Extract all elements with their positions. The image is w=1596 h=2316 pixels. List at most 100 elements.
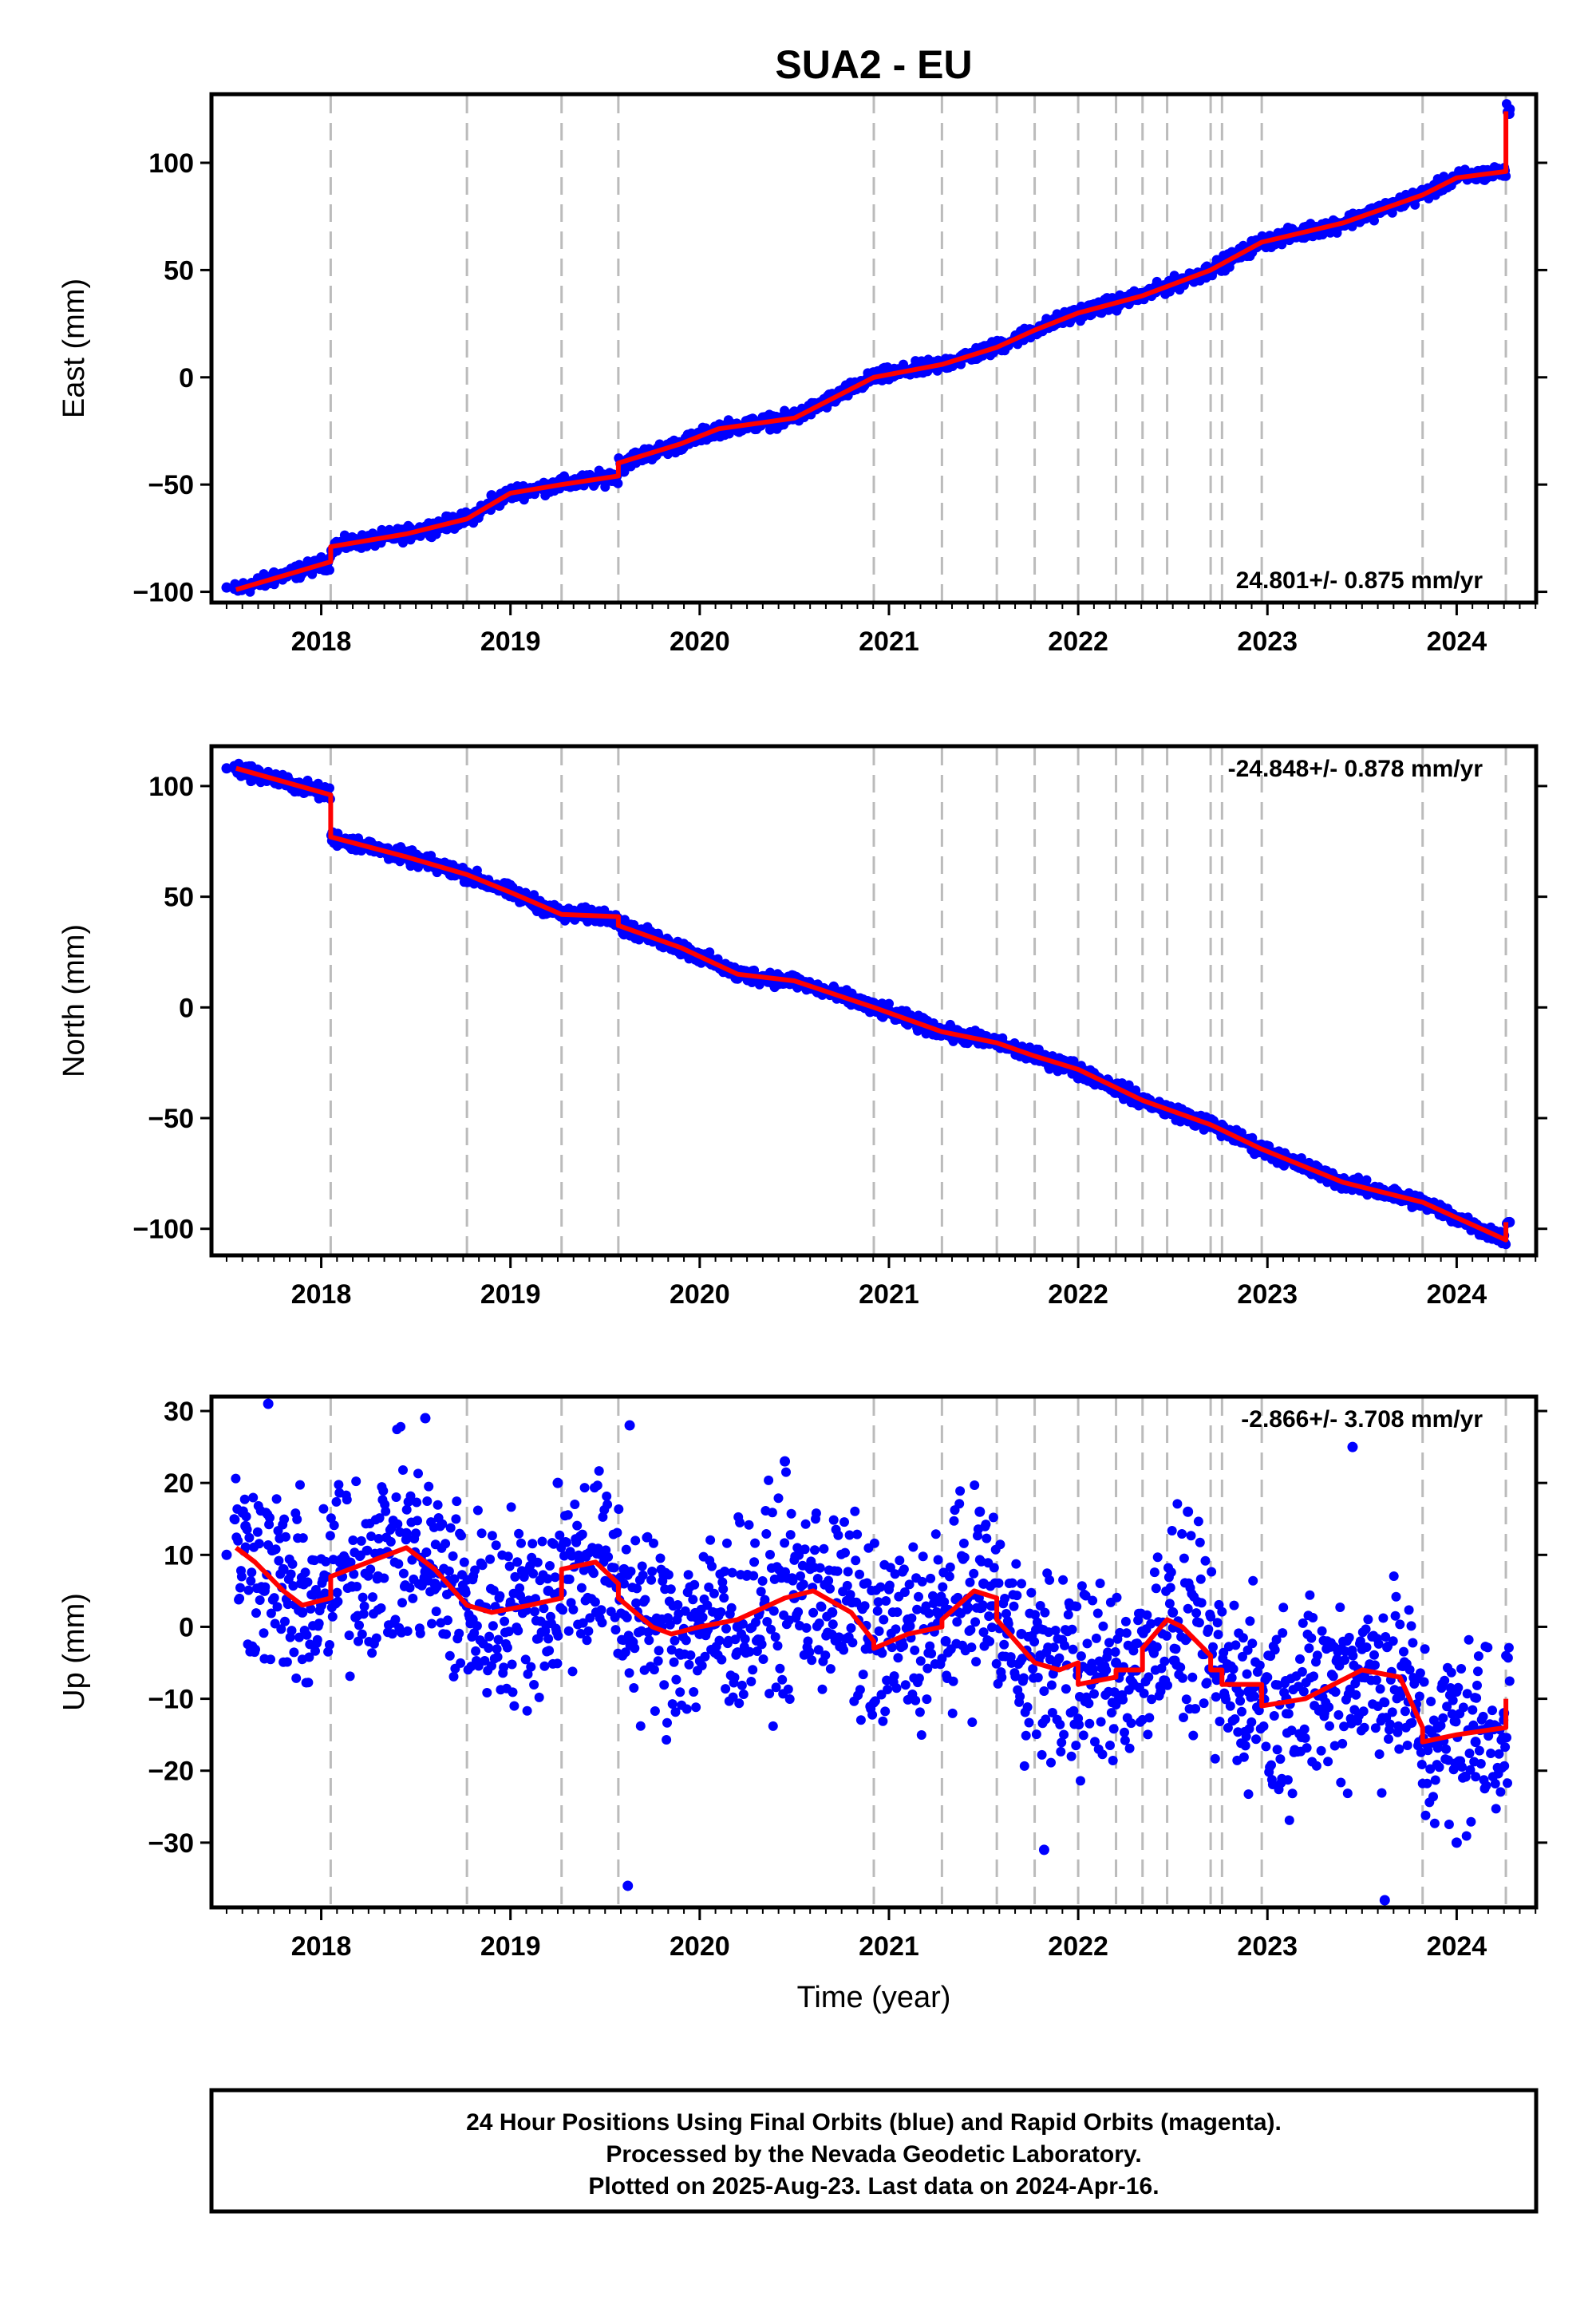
data-point (928, 1591, 938, 1601)
data-point (884, 1580, 895, 1591)
data-point (366, 1531, 377, 1541)
data-point (477, 1560, 488, 1571)
data-point (448, 1551, 458, 1561)
data-point (874, 1626, 884, 1636)
data-point (437, 1519, 448, 1529)
data-point (445, 1523, 456, 1533)
data-point (1088, 1664, 1099, 1674)
data-point (816, 1602, 827, 1612)
data-point (251, 1644, 260, 1654)
data-point (632, 1583, 642, 1594)
y-tick-label: −50 (148, 470, 194, 500)
data-point (945, 1562, 955, 1572)
data-point (451, 1514, 461, 1524)
data-point (997, 1672, 1007, 1682)
data-point (1501, 1239, 1511, 1250)
data-point (948, 1676, 958, 1686)
data-point (1047, 1708, 1057, 1717)
data-point (590, 1597, 600, 1607)
data-point (745, 1646, 755, 1657)
data-point (602, 1500, 613, 1510)
data-point (600, 482, 610, 492)
x-tick-label: 2018 (291, 1279, 352, 1310)
data-point (846, 1623, 856, 1633)
data-point (1164, 1599, 1175, 1609)
data-point (622, 1612, 632, 1622)
data-point (922, 1663, 933, 1674)
data-point (721, 1684, 731, 1694)
data-point (1076, 1651, 1086, 1662)
data-point (1089, 1689, 1099, 1699)
data-point (1175, 1662, 1186, 1673)
data-point (1049, 1642, 1059, 1653)
data-point (602, 1491, 612, 1501)
data-point (1193, 1516, 1203, 1527)
data-point (792, 1543, 803, 1553)
data-point (970, 1480, 980, 1490)
data-point (1121, 1628, 1132, 1638)
data-point (412, 1497, 422, 1508)
data-point (768, 1606, 779, 1616)
data-point (663, 1570, 674, 1580)
data-point (667, 1699, 678, 1709)
data-point (401, 1504, 412, 1515)
data-point (1063, 1610, 1073, 1620)
data-point (449, 1574, 460, 1584)
x-tick-label: 2022 (1048, 1279, 1108, 1310)
data-point (348, 1535, 358, 1545)
data-point (1061, 1684, 1071, 1694)
data-point (609, 1563, 619, 1573)
data-point (640, 1595, 650, 1605)
y-axis-label: North (mm) (57, 924, 91, 1077)
data-point (1188, 1730, 1199, 1741)
data-point (1195, 1537, 1205, 1547)
data-point (675, 949, 686, 960)
data-point (1115, 1627, 1125, 1638)
data-point (749, 1557, 760, 1567)
data-point (671, 1674, 681, 1685)
data-point (1186, 1531, 1196, 1541)
data-point (1120, 1735, 1130, 1745)
data-point (482, 1688, 492, 1697)
x-tick-label: 2023 (1237, 626, 1298, 657)
data-point (530, 1607, 539, 1617)
data-point (553, 1630, 563, 1641)
data-point (800, 1544, 810, 1555)
data-point (484, 1643, 494, 1653)
data-point (825, 1583, 835, 1594)
data-point (798, 1579, 808, 1590)
y-tick-label: 0 (179, 363, 194, 393)
data-point (954, 1499, 965, 1509)
point-cloud (229, 99, 1515, 597)
data-point (1163, 1680, 1172, 1690)
data-point (630, 1643, 640, 1654)
data-point (563, 1510, 573, 1520)
data-point (391, 1492, 401, 1502)
data-point (1151, 1583, 1161, 1594)
data-point (1001, 1609, 1011, 1618)
data-point (1118, 1694, 1128, 1705)
data-point (1012, 1591, 1022, 1601)
data-point (638, 1570, 648, 1580)
data-point (1187, 1672, 1198, 1682)
x-tick-label: 2021 (859, 626, 919, 657)
data-point (958, 1538, 969, 1548)
data-point (775, 1663, 785, 1674)
data-point (780, 1538, 790, 1548)
data-point (1105, 1741, 1115, 1750)
data-point (1179, 1713, 1188, 1722)
y-tick-label: −50 (148, 1104, 194, 1134)
data-point (286, 1626, 297, 1636)
data-point (1040, 1607, 1050, 1618)
data-point (1097, 1749, 1108, 1760)
data-point (1103, 1647, 1113, 1658)
data-point (858, 1670, 868, 1680)
data-point (1054, 1653, 1065, 1663)
data-point (788, 1575, 798, 1586)
data-point (398, 1465, 408, 1475)
data-point (624, 1668, 634, 1678)
data-point (999, 1639, 1009, 1650)
data-point (681, 1635, 691, 1646)
data-point (248, 1492, 259, 1503)
